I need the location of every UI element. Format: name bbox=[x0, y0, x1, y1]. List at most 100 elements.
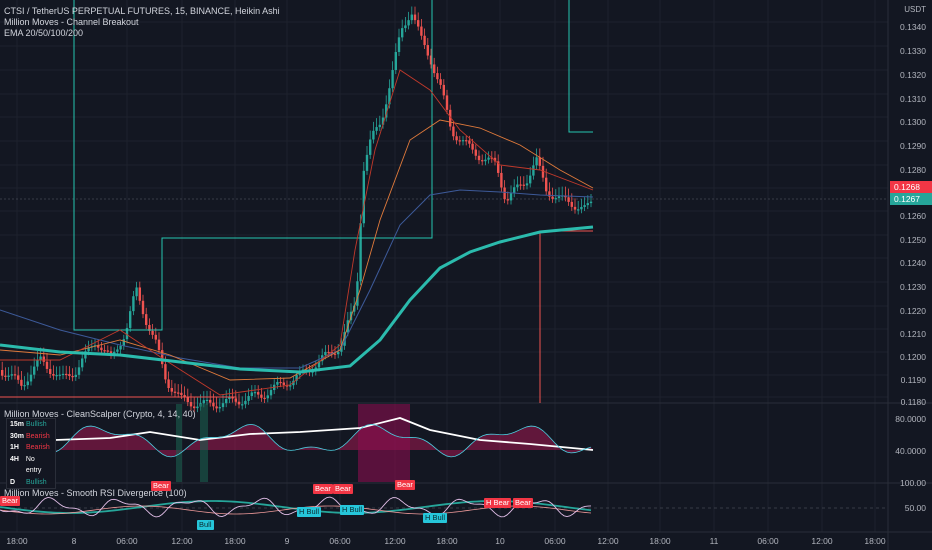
time-tick: 18:00 bbox=[864, 536, 886, 546]
candle bbox=[497, 161, 500, 173]
candle bbox=[589, 201, 593, 204]
candle bbox=[541, 165, 545, 178]
candle bbox=[413, 14, 417, 21]
price-tick: 0.1340 bbox=[900, 22, 926, 32]
candle bbox=[193, 406, 196, 409]
candle bbox=[340, 345, 343, 352]
candle bbox=[257, 392, 260, 395]
candle bbox=[49, 368, 52, 374]
candle bbox=[513, 187, 516, 194]
candle bbox=[212, 402, 215, 407]
candle bbox=[557, 196, 561, 199]
price-tick: 0.1260 bbox=[900, 211, 926, 221]
scalper-signal-line bbox=[54, 417, 594, 451]
candle bbox=[183, 395, 186, 398]
candle bbox=[375, 127, 378, 131]
candle bbox=[519, 184, 522, 186]
candle bbox=[52, 373, 55, 376]
candle bbox=[269, 390, 273, 396]
symbol-legend[interactable]: CTSI / TetherUS PERPETUAL FUTURES, 15, B… bbox=[4, 6, 280, 39]
bear-tag: Bear bbox=[151, 481, 171, 491]
candle bbox=[132, 296, 135, 312]
candle bbox=[97, 345, 100, 348]
candle bbox=[388, 88, 391, 105]
candle bbox=[65, 373, 68, 376]
candle bbox=[58, 374, 61, 376]
h-bull-tag: H Bull bbox=[340, 505, 365, 515]
price-tick: 0.1280 bbox=[900, 165, 926, 175]
candle bbox=[436, 73, 439, 80]
time-tick: 11 bbox=[709, 536, 719, 546]
time-tick: 18:00 bbox=[224, 536, 246, 546]
candle bbox=[218, 407, 221, 409]
candle bbox=[167, 379, 170, 389]
candle bbox=[503, 187, 506, 200]
candle bbox=[241, 404, 244, 406]
bear-tag: Bear bbox=[395, 480, 415, 490]
time-tick: 12:00 bbox=[597, 536, 619, 546]
candle bbox=[39, 356, 42, 360]
candle bbox=[154, 334, 157, 340]
ema-100-line bbox=[0, 189, 594, 369]
time-tick: 18:00 bbox=[436, 536, 458, 546]
time-tick: 10 bbox=[495, 536, 505, 546]
candle bbox=[231, 397, 234, 399]
bear-tag: Bear bbox=[0, 496, 20, 506]
candle bbox=[548, 191, 551, 197]
signal-zone bbox=[200, 404, 208, 482]
candle bbox=[129, 311, 132, 328]
candle bbox=[471, 143, 474, 150]
ema-50-line bbox=[0, 119, 594, 381]
candle bbox=[551, 196, 554, 199]
candle bbox=[423, 35, 426, 46]
candle bbox=[36, 359, 39, 367]
candle bbox=[173, 391, 177, 393]
last-price-label: 0.1268 bbox=[890, 181, 932, 193]
candle bbox=[330, 351, 333, 354]
candle bbox=[106, 350, 109, 352]
candle bbox=[55, 375, 58, 377]
time-tick: 12:00 bbox=[171, 536, 193, 546]
price-tick: 0.1240 bbox=[900, 258, 926, 268]
candle bbox=[317, 361, 321, 368]
candle bbox=[87, 347, 90, 352]
bear-tag: Bear bbox=[313, 484, 333, 494]
candle bbox=[77, 367, 81, 375]
candle bbox=[378, 124, 381, 128]
candle bbox=[170, 388, 173, 392]
candle bbox=[221, 403, 225, 408]
tf-row: 30m Bearish bbox=[10, 432, 50, 440]
candle bbox=[122, 339, 125, 346]
time-tick: 06:00 bbox=[757, 536, 779, 546]
time-tick: 9 bbox=[284, 536, 290, 546]
candle bbox=[458, 140, 461, 142]
candle bbox=[61, 373, 65, 376]
candle bbox=[365, 154, 369, 171]
channel-upper-line bbox=[73, 0, 433, 331]
candle bbox=[362, 170, 365, 224]
h-bull-tag: H Bull bbox=[297, 507, 322, 517]
candle bbox=[391, 70, 394, 89]
candle bbox=[410, 14, 413, 21]
candle bbox=[237, 401, 241, 405]
candle bbox=[103, 350, 106, 352]
candle bbox=[141, 300, 145, 315]
bear-tag: Bear bbox=[333, 484, 353, 494]
candle bbox=[250, 392, 253, 397]
channel-lower-line bbox=[0, 396, 237, 403]
candle bbox=[455, 136, 458, 141]
candle bbox=[42, 356, 45, 362]
tf-row: 1H Bearish bbox=[10, 444, 50, 451]
candle bbox=[381, 117, 385, 125]
candle bbox=[433, 64, 436, 74]
candle bbox=[522, 184, 525, 186]
candle bbox=[567, 197, 570, 202]
candle bbox=[439, 79, 442, 85]
ema-200-line bbox=[0, 225, 594, 374]
candle bbox=[10, 374, 13, 376]
candle bbox=[23, 385, 26, 387]
scalper-line bbox=[54, 423, 592, 458]
candle bbox=[81, 358, 84, 368]
